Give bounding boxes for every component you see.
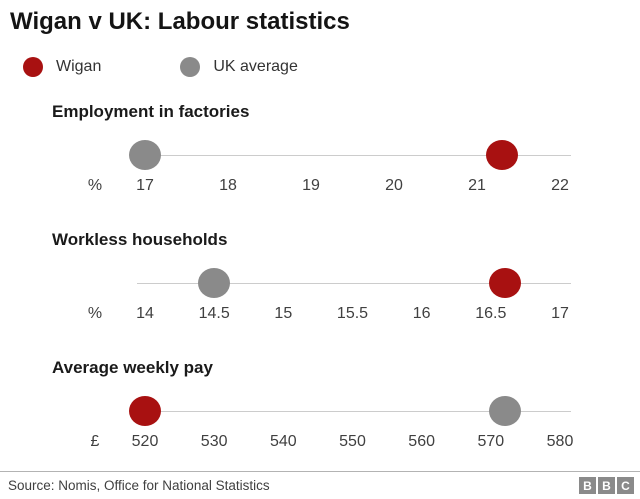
axis-tick-label: 16.5 bbox=[475, 305, 507, 322]
chart-workless-households: Workless households % 14 14.5 15 15.5 16 16.5 1… bbox=[0, 229, 640, 324]
chart-title: Average weekly pay bbox=[52, 358, 213, 377]
legend-item-wigan: Wigan bbox=[23, 57, 101, 77]
dot-plot: % 14 14.5 15 15.5 16 16.5 17 bbox=[0, 250, 640, 324]
bbc-logo-block: B bbox=[598, 477, 615, 494]
axis-tick-label: 560 bbox=[408, 433, 436, 450]
axis-tick-label: 20 bbox=[385, 177, 403, 194]
axis-unit-label: £ bbox=[90, 433, 100, 450]
axis-tick-label: 530 bbox=[200, 433, 228, 450]
chart-employment-in-factories: Employment in factories % 17 18 19 20 21 22 bbox=[0, 101, 640, 196]
axis-tick-label: 14 bbox=[136, 305, 154, 322]
axis-tick-label: 520 bbox=[131, 433, 159, 450]
bbc-logo-block: C bbox=[617, 477, 634, 494]
axis-tick-label: 17 bbox=[551, 305, 569, 322]
axis-tick-label: 540 bbox=[269, 433, 297, 450]
axis-tick-label: 18 bbox=[219, 177, 237, 194]
axis-tick-label: 580 bbox=[546, 433, 574, 450]
uk-average-data-dot bbox=[198, 268, 231, 298]
axis-tick-label: 22 bbox=[551, 177, 569, 194]
axis-tick-label: 550 bbox=[339, 433, 366, 450]
bbc-logo-icon: B B C bbox=[577, 477, 634, 494]
axis-tick-label: 19 bbox=[302, 177, 320, 194]
bbc-logo-block: B bbox=[579, 477, 596, 494]
dot-plot: % 17 18 19 20 21 22 bbox=[0, 122, 640, 196]
chart-title: Employment in factories bbox=[52, 102, 250, 121]
axis-tick-label: 16 bbox=[412, 305, 431, 322]
wigan-data-dot bbox=[485, 140, 518, 170]
legend-label-uk-average: UK average bbox=[213, 58, 298, 75]
axis-unit-label: % bbox=[87, 305, 103, 322]
axis-line bbox=[137, 411, 571, 412]
axis-tick-label: 17 bbox=[136, 177, 154, 194]
source-attribution: Source: Nomis, Office for National Stati… bbox=[8, 478, 270, 493]
axis-tick-label: 14.5 bbox=[198, 305, 230, 322]
axis-unit-label: % bbox=[87, 177, 103, 194]
wigan-data-dot bbox=[488, 268, 521, 298]
dot-plot: £520 530 540 550 560 570 580 bbox=[0, 378, 640, 452]
axis-tick-label: 570 bbox=[477, 433, 505, 450]
legend-label-wigan: Wigan bbox=[56, 58, 102, 75]
footer: Source: Nomis, Office for National Stati… bbox=[0, 471, 640, 499]
axis-tick-label: 15 bbox=[274, 305, 293, 322]
wigan-data-dot bbox=[129, 396, 161, 426]
legend: Wigan UK average bbox=[23, 57, 640, 77]
legend-item-uk-average: UK average bbox=[180, 57, 298, 77]
axis-tick-label: 21 bbox=[468, 177, 486, 194]
axis-tick-label: 15.5 bbox=[336, 305, 369, 322]
uk-average-dot-icon bbox=[180, 57, 201, 77]
chart-title: Workless households bbox=[52, 230, 228, 249]
uk-average-data-dot bbox=[488, 396, 521, 426]
wigan-dot-icon bbox=[23, 57, 43, 77]
chart-average-weekly-pay: Average weekly pay £520 530 540 550 560 570 58… bbox=[0, 357, 640, 452]
page-title: Wigan v UK: Labour statistics bbox=[10, 8, 350, 35]
axis-line bbox=[137, 155, 571, 156]
uk-average-data-dot bbox=[129, 140, 161, 170]
axis-line bbox=[137, 283, 571, 284]
